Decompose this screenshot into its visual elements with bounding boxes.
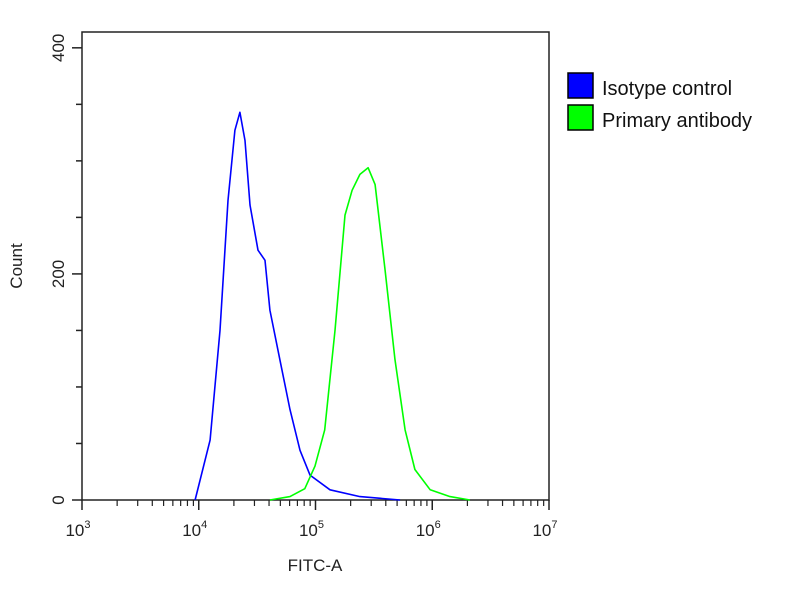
y-axis-label: Count bbox=[7, 243, 26, 289]
y-axis-ticks: 0 200 400 bbox=[49, 34, 82, 505]
series-line-isotype-control bbox=[194, 111, 401, 501]
x-axis-ticks: 103 104 105 106 107 bbox=[65, 500, 558, 540]
y-tick-label: 200 bbox=[49, 260, 68, 288]
plot-frame bbox=[81, 31, 550, 501]
x-tick-label: 106 bbox=[416, 519, 441, 540]
legend: Isotype control Primary antibody bbox=[567, 72, 752, 132]
series-curves bbox=[194, 111, 471, 501]
y-tick-label: 0 bbox=[49, 495, 68, 504]
y-tick-label: 400 bbox=[49, 34, 68, 62]
legend-swatch-isotype-control bbox=[567, 72, 594, 99]
x-tick-label: 107 bbox=[532, 519, 557, 540]
legend-label-isotype-control: Isotype control bbox=[602, 78, 732, 100]
x-tick-label: 105 bbox=[299, 519, 324, 540]
x-tick-label: 104 bbox=[182, 519, 207, 540]
series-line-primary-antibody bbox=[269, 166, 471, 501]
legend-label-primary-antibody: Primary antibody bbox=[602, 110, 752, 132]
x-axis-label: FITC-A bbox=[288, 556, 343, 575]
x-tick-label: 103 bbox=[65, 519, 90, 540]
legend-swatch-primary-antibody bbox=[567, 104, 594, 131]
